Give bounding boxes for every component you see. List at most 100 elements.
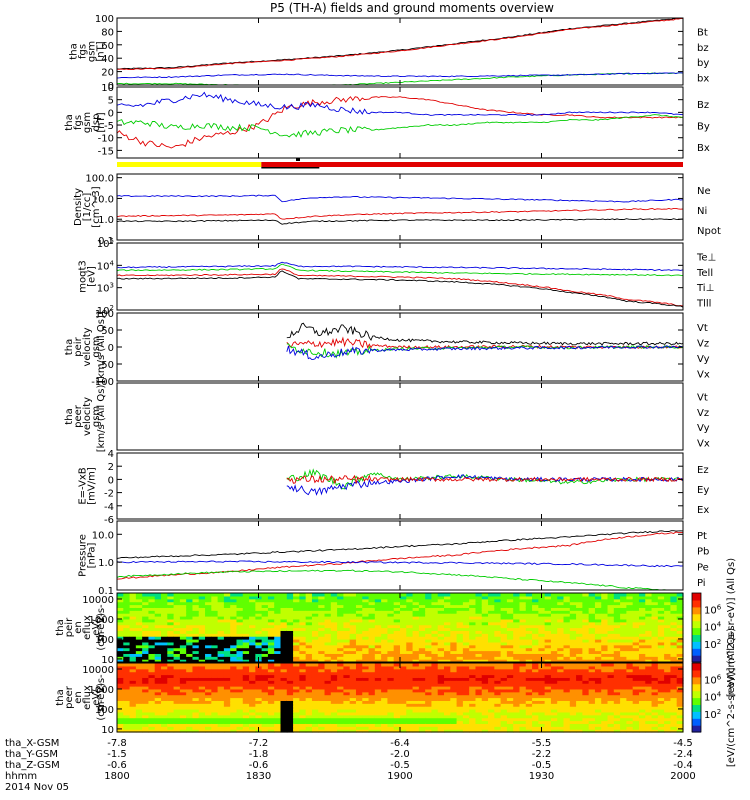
spectrogram-cell: [607, 641, 615, 646]
spectrogram-cell: [374, 598, 382, 603]
spectrogram-cell: [607, 720, 615, 724]
spectrogram-cell: [469, 726, 477, 730]
spectrogram-cell: [349, 618, 357, 623]
spectrogram-cell: [488, 593, 495, 597]
spectrogram-cell: [513, 680, 521, 684]
spectrogram-cell: [179, 706, 187, 710]
spectrogram-cell: [173, 720, 181, 724]
spectrogram-cell: [198, 683, 206, 687]
spectrogram-cell: [538, 650, 546, 654]
spectrogram-cell: [167, 647, 175, 652]
spectrogram-cell: [374, 621, 382, 626]
spectrogram-cell: [123, 714, 131, 719]
spectrogram-cell: [651, 694, 659, 699]
spectrogram-cell: [500, 711, 508, 716]
spectrogram-cell: [645, 683, 653, 687]
spectrogram-cell: [418, 613, 426, 617]
spectrogram-cell: [601, 601, 609, 606]
spectrogram-cell: [280, 650, 288, 654]
spectrogram-cell: [142, 723, 150, 727]
spectrogram-cell: [387, 688, 395, 693]
spectrogram-cell: [249, 703, 256, 707]
spectrogram-cell: [261, 659, 269, 663]
spectrogram-cell: [349, 714, 357, 719]
spectrogram-cell: [475, 711, 483, 716]
spectrogram-cell: [444, 624, 451, 629]
spectrogram-cell: [167, 686, 175, 690]
spectrogram-cell: [481, 694, 489, 699]
spectrogram-cell: [217, 633, 225, 637]
spectrogram-cell: [626, 595, 634, 600]
spectrogram-cell: [456, 656, 464, 660]
spectrogram-cell: [513, 616, 521, 620]
spectrogram-cell: [594, 647, 602, 652]
y-axis-label-line: [cm^-3]: [91, 186, 102, 227]
spectrogram-cell: [198, 663, 206, 667]
spectrogram-cell: [299, 711, 307, 716]
spectrogram-cell: [198, 691, 206, 696]
spectrogram-cell: [594, 616, 602, 620]
spectrogram-cell: [167, 729, 175, 733]
spectrogram-cell: [280, 630, 288, 634]
spectrogram-cell: [236, 593, 244, 597]
spectrogram-cell: [425, 621, 433, 626]
spectrogram-cell: [481, 663, 489, 667]
spectrogram-cell: [305, 703, 313, 707]
spectrogram-cell: [676, 714, 684, 719]
spectrogram-cell: [230, 703, 238, 707]
spectrogram-cell: [355, 604, 363, 608]
spectrogram-cell: [632, 636, 640, 640]
spectrogram-cell: [161, 671, 168, 676]
spectrogram-cell: [557, 630, 565, 634]
y-tick-label: 100.0: [85, 174, 114, 185]
spectrogram-cell: [217, 595, 225, 600]
legend-entry: Ne: [697, 186, 711, 197]
spectrogram-cell: [198, 659, 206, 663]
spectrogram-cell: [664, 639, 672, 643]
spectrogram-cell: [412, 717, 420, 722]
spectrogram-cell: [550, 613, 558, 617]
spectrogram-cell: [343, 691, 351, 696]
spectrogram-cell: [506, 607, 514, 611]
spectrogram-cell: [582, 694, 590, 699]
spectrogram-cell: [129, 607, 137, 611]
spectrogram-cell: [525, 668, 533, 673]
spectrogram-cell: [532, 650, 539, 654]
spectrogram-cell: [664, 659, 672, 663]
spectrogram-cell: [519, 726, 527, 730]
spectrogram-cell: [267, 650, 275, 654]
spectrogram-cell: [462, 650, 470, 654]
spectrogram-cell: [431, 593, 439, 597]
spectrogram-cell: [400, 665, 407, 670]
spectrogram-cell: [525, 709, 533, 713]
spectrogram-cell: [406, 663, 414, 667]
spectrogram-cell: [670, 694, 678, 699]
spectrogram-cell: [594, 671, 602, 676]
spectrogram-cell: [261, 653, 269, 657]
spectrogram-cell: [211, 663, 219, 667]
spectrogram-cell: [418, 639, 426, 643]
spectrogram-cell: [538, 709, 546, 713]
spectrogram-cell: [167, 691, 175, 696]
spectrogram-cell: [236, 677, 244, 681]
spectrogram-cell: [293, 616, 300, 620]
spectrogram-cell: [425, 697, 433, 701]
spectrogram-cell: [601, 720, 609, 724]
spectrogram-cell: [261, 697, 269, 701]
spectrogram-cell: [173, 677, 181, 681]
spectrogram-cell: [569, 686, 577, 690]
panel-frame: [116, 173, 684, 241]
spectrogram-cell: [601, 621, 609, 626]
spectrogram-cell: [242, 694, 250, 699]
spectrogram-cell: [223, 674, 231, 678]
spectrogram-cell: [676, 663, 684, 667]
spectrogram-cell: [563, 630, 571, 634]
spectrogram-cell: [657, 691, 665, 696]
spectrogram-cell: [299, 633, 307, 637]
spectrogram-cell: [355, 647, 363, 652]
spectrogram-cell: [469, 677, 477, 681]
spectrogram-cell: [129, 726, 137, 730]
spectrogram-cell: [594, 714, 602, 719]
spectrogram-cell: [431, 677, 439, 681]
spectrogram-cell: [525, 726, 533, 730]
